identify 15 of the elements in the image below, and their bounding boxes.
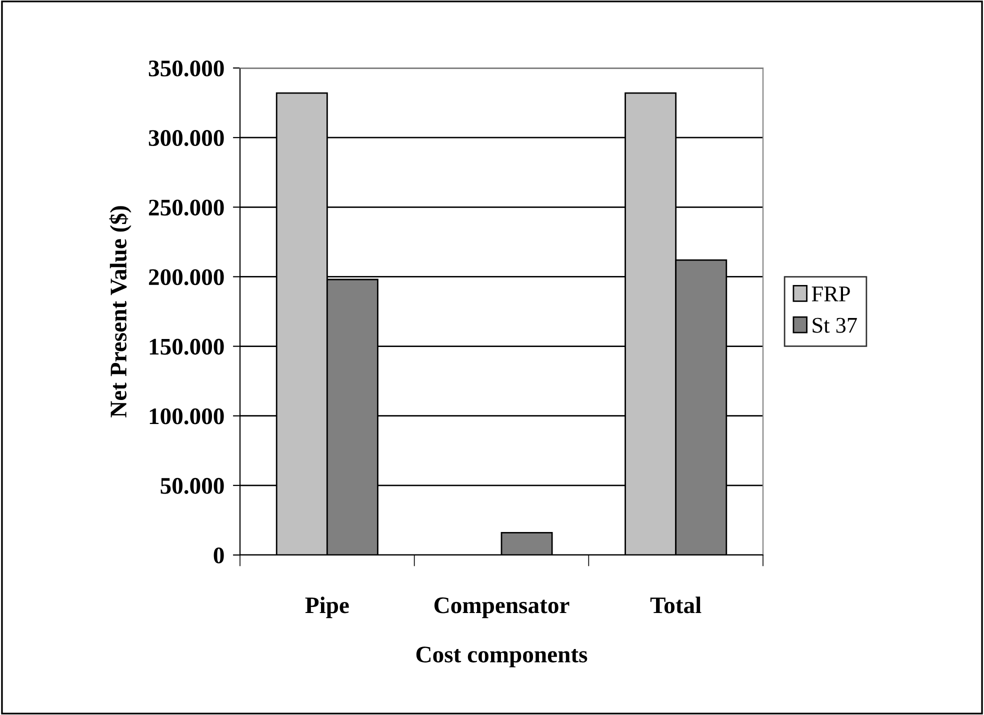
x-tick-label: Compensator (434, 597, 570, 618)
y-tick-label: 250.000 (148, 200, 224, 216)
legend-label: St 37 (812, 318, 857, 333)
x-tick-label: Total (650, 596, 702, 614)
x-tick-label: Pipe (305, 596, 349, 618)
y-tick-label: 150.000 (150, 338, 224, 355)
legend-label: FRP (812, 286, 850, 302)
y-axis-title: Net Present Value ($) (109, 206, 132, 418)
y-tick-label: 50.000 (160, 478, 224, 494)
y-tick-label: 300.000 (148, 130, 224, 146)
y-tick-label: 100.000 (150, 408, 224, 424)
y-tick-label: 200.000 (148, 269, 224, 286)
x-axis-title: Cost components (416, 646, 588, 668)
y-tick-label: 350.000 (148, 60, 224, 77)
y-tick-label: 0 (214, 547, 224, 564)
